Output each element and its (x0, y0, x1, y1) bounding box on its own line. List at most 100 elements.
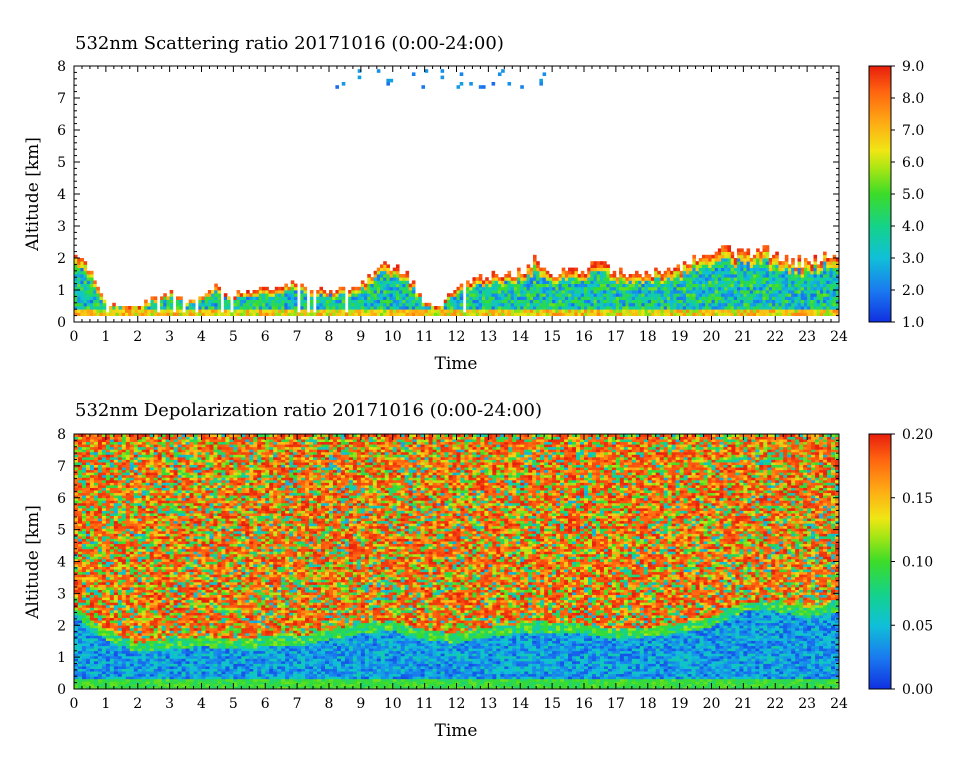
data-cell (457, 309, 461, 313)
data-cell (559, 306, 563, 310)
data-cell (390, 303, 394, 307)
data-cell (763, 258, 767, 262)
data-cell (126, 600, 130, 603)
data-cell (498, 303, 502, 307)
data-cell (134, 462, 138, 465)
data-cell (142, 653, 146, 656)
data-cell (418, 306, 422, 310)
data-cell (304, 306, 308, 310)
data-cell (122, 465, 126, 468)
data-cell (339, 309, 343, 313)
data-cell (138, 592, 142, 595)
data-cell (98, 666, 102, 669)
data-cell (552, 287, 556, 291)
data-cell (142, 597, 146, 600)
data-cell (262, 306, 266, 310)
data-cell (217, 306, 221, 310)
data-cell (562, 274, 566, 278)
data-cell (106, 664, 110, 667)
depolarization-ratio-panel: 532nm Depolarization ratio 20171016 (0:0… (23, 400, 933, 741)
data-cell (102, 646, 106, 649)
data-cell (237, 306, 241, 310)
data-cell (546, 277, 550, 281)
data-cell (74, 437, 78, 440)
data-cell (402, 293, 406, 297)
data-cell (96, 296, 100, 300)
data-cell (74, 595, 78, 598)
data-cell (568, 274, 572, 278)
data-cell (253, 293, 257, 297)
data-cell (94, 579, 98, 582)
data-cell (782, 268, 786, 272)
data-cell (110, 669, 114, 672)
data-cell (520, 277, 524, 281)
data-cell (380, 284, 384, 288)
data-cell (110, 628, 114, 631)
data-cell (186, 303, 190, 307)
data-cell (514, 277, 518, 281)
data-cell (769, 261, 773, 265)
data-cell (110, 531, 114, 534)
data-cell (130, 500, 134, 503)
data-cell (90, 439, 94, 442)
data-cell (284, 284, 288, 288)
data-cell (98, 505, 102, 508)
data-cell (86, 554, 90, 557)
data-cell (78, 620, 82, 623)
data-cell (304, 300, 308, 304)
data-cell (791, 300, 795, 304)
data-cell (102, 620, 106, 623)
data-cell (142, 493, 146, 496)
data-cell (114, 597, 118, 600)
data-cell (142, 569, 146, 572)
data-cell (259, 312, 263, 316)
data-cell (393, 287, 397, 291)
data-cell (533, 261, 537, 265)
data-cell (807, 264, 811, 268)
data-cell (638, 303, 642, 307)
data-cell (166, 300, 170, 304)
data-cell (90, 444, 94, 447)
data-cell (804, 306, 808, 310)
data-cell (78, 439, 82, 442)
data-cell (211, 290, 215, 294)
data-cell (689, 284, 693, 288)
data-cell (98, 567, 102, 570)
data-cell (86, 569, 90, 572)
data-cell (361, 293, 365, 297)
data-cell (102, 521, 106, 524)
data-cell (651, 300, 655, 304)
data-cell (110, 664, 114, 667)
data-cell (294, 290, 298, 294)
data-cell (743, 264, 747, 268)
data-cell (584, 290, 588, 294)
data-cell (817, 277, 821, 281)
data-cell (300, 287, 304, 291)
data-cell (565, 287, 569, 291)
data-cell (530, 296, 534, 300)
data-cell (724, 306, 728, 310)
data-cell (587, 284, 591, 288)
data-cell (820, 274, 824, 278)
data-cell (110, 602, 114, 605)
data-cell (82, 503, 86, 506)
data-cell (374, 296, 378, 300)
data-cell (367, 277, 371, 281)
data-cell (504, 290, 508, 294)
data-cell (721, 309, 725, 313)
data-cell (629, 287, 633, 291)
data-cell (86, 528, 90, 531)
data-cell (587, 306, 591, 310)
data-cell (98, 638, 102, 641)
data-cell (130, 467, 134, 470)
data-cell (86, 602, 90, 605)
y-tick-label: 8 (57, 59, 66, 75)
data-cell (80, 293, 84, 297)
data-cell (138, 490, 142, 493)
data-cell (708, 293, 712, 297)
data-cell (613, 296, 617, 300)
data-cell (594, 303, 598, 307)
data-cell (90, 623, 94, 626)
data-cell (702, 312, 706, 316)
data-cell (775, 306, 779, 310)
